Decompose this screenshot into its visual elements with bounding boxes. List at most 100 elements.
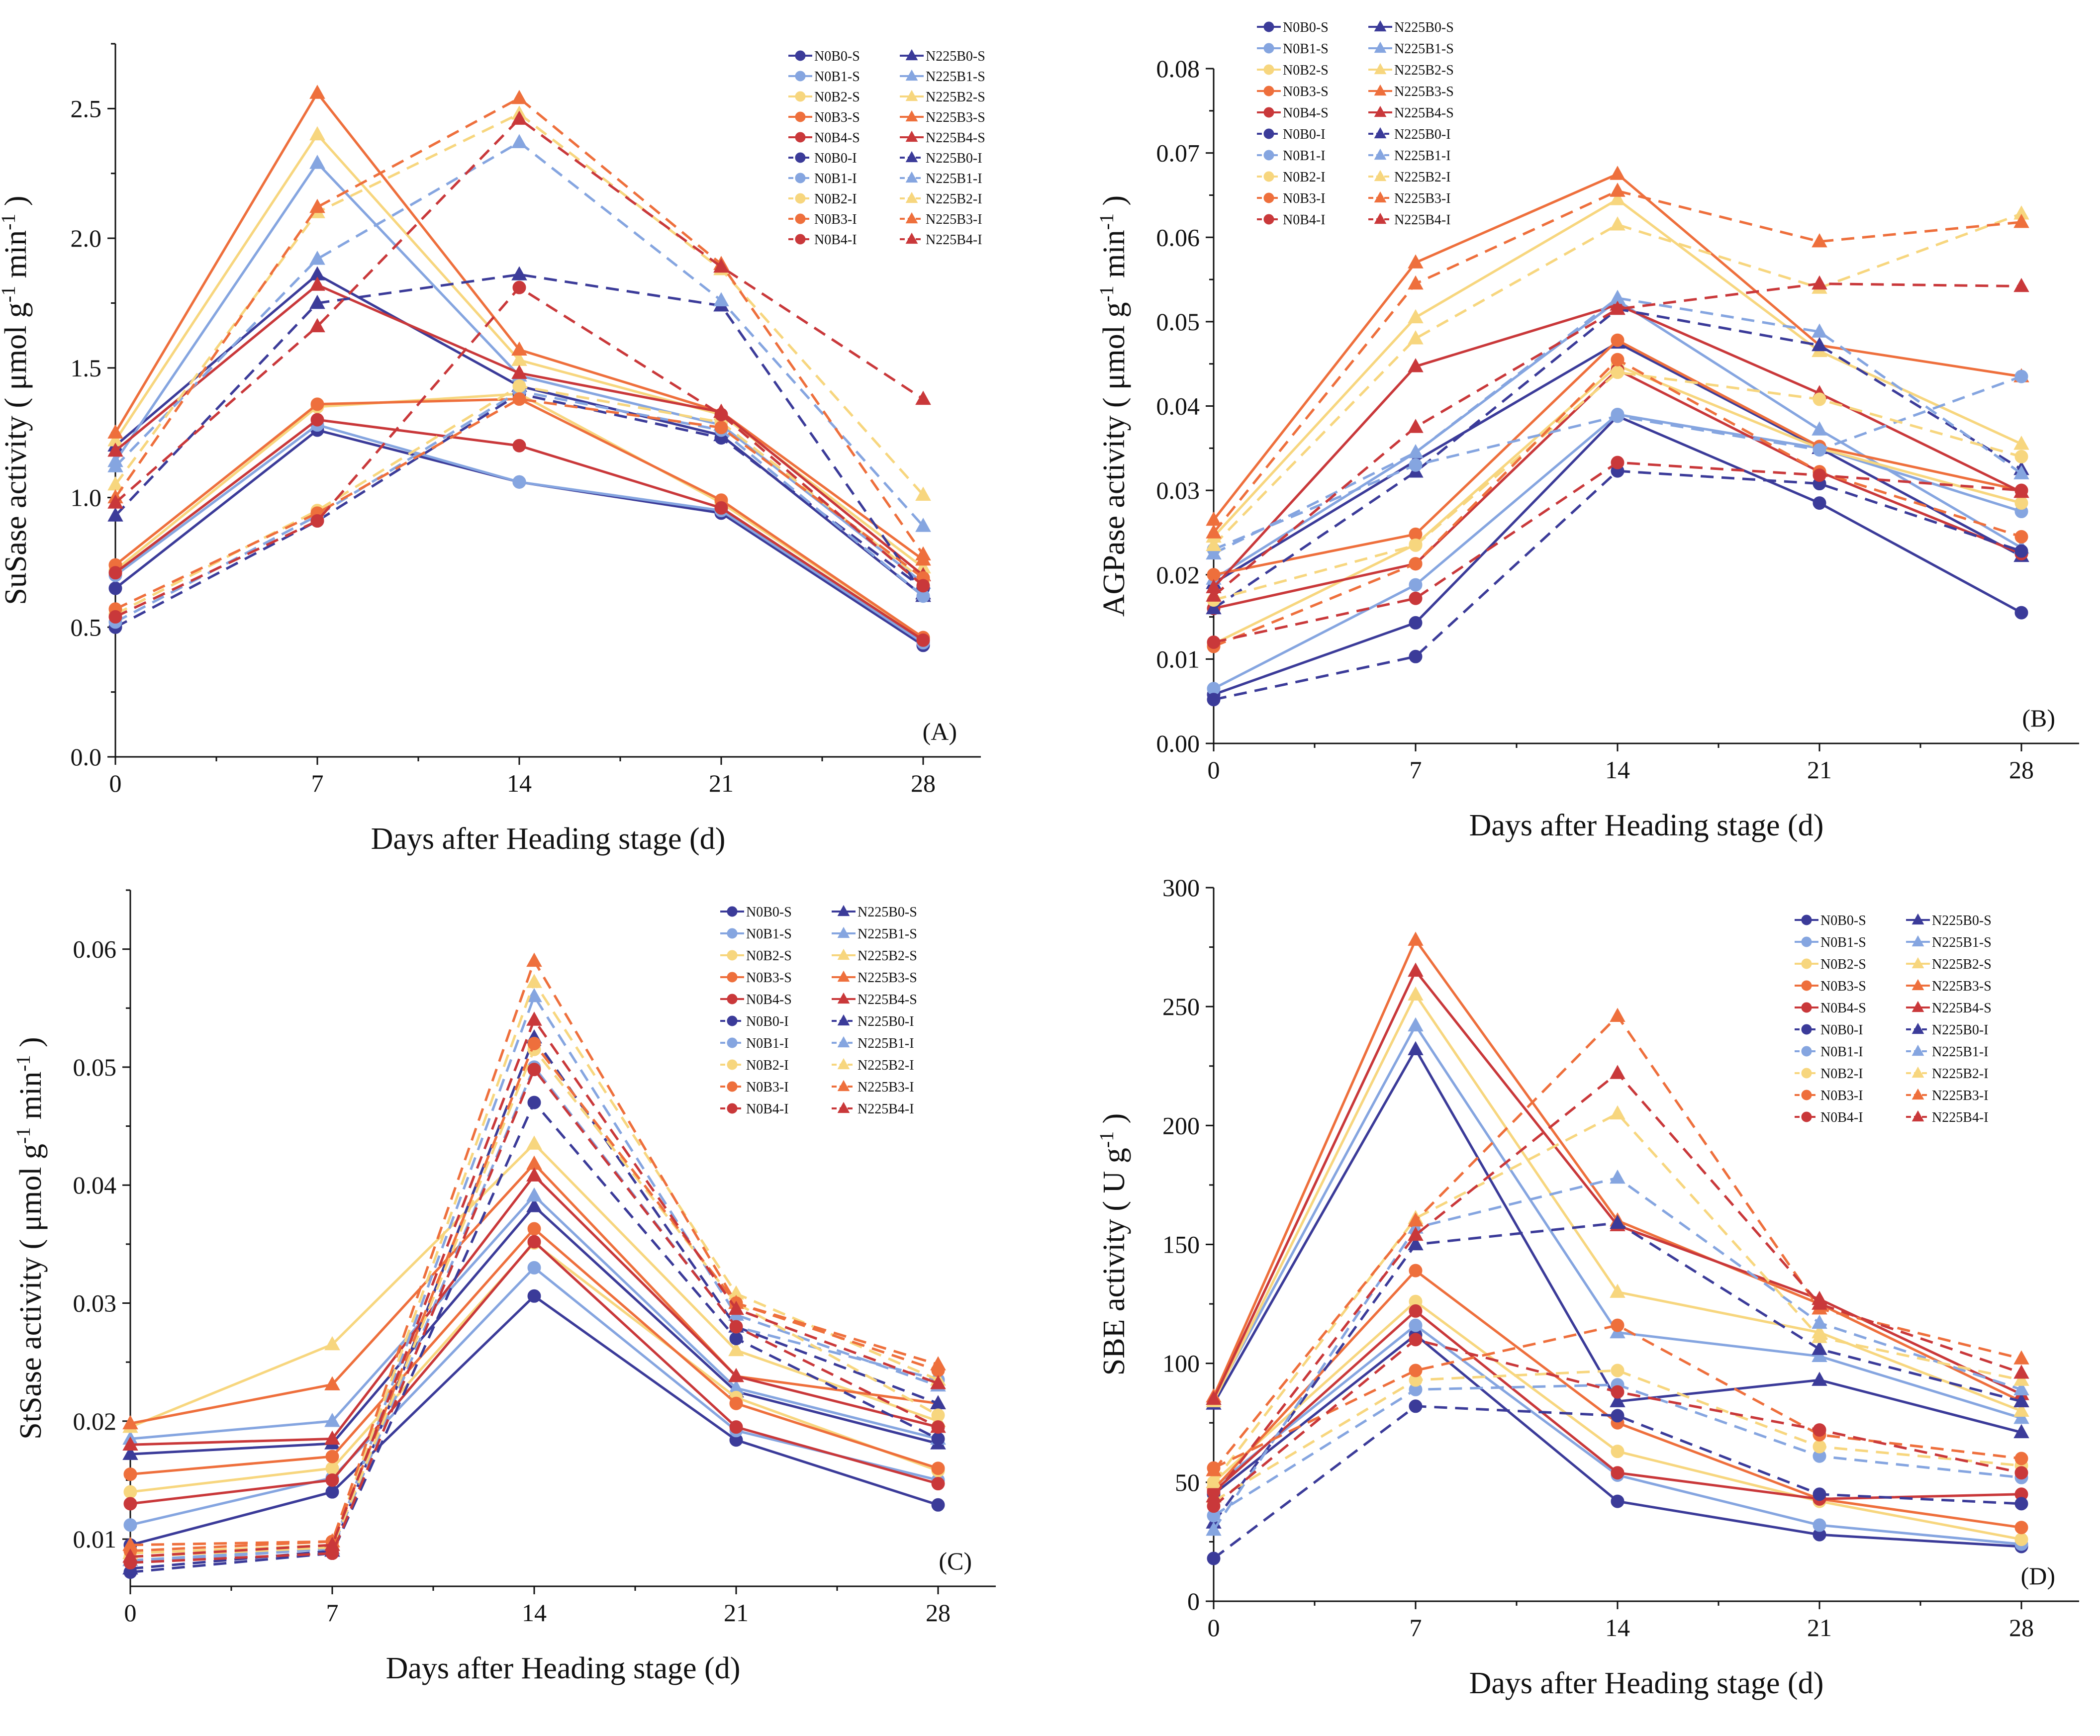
data-point bbox=[512, 379, 526, 393]
data-point bbox=[1206, 1390, 1222, 1405]
x-tick-label: 7 bbox=[1410, 756, 1422, 784]
series-N0B0-I bbox=[1207, 1399, 2028, 1565]
y-axis-title: SBE activity ( U g-1 ) bbox=[1095, 1113, 1132, 1376]
data-point bbox=[2014, 1521, 2028, 1535]
legend-label: N225B4-I bbox=[1932, 1110, 1989, 1125]
legend-label: N225B2-S bbox=[1394, 63, 1454, 78]
data-point bbox=[309, 318, 325, 333]
y-tick-label: 100 bbox=[1162, 1350, 1200, 1377]
y-tick-label: 150 bbox=[1162, 1231, 1200, 1259]
legend-marker bbox=[1374, 63, 1387, 75]
data-point bbox=[714, 501, 728, 515]
series-line bbox=[1213, 282, 2022, 597]
data-point bbox=[1409, 1399, 1423, 1413]
y-tick-label: 0.06 bbox=[73, 935, 117, 963]
data-point bbox=[1813, 392, 1826, 406]
legend-marker bbox=[837, 1080, 850, 1092]
ylabel-part: AGPase activity ( μmol g bbox=[1097, 302, 1131, 617]
legend-marker bbox=[727, 906, 738, 917]
legend-marker bbox=[1801, 958, 1812, 969]
data-point bbox=[309, 251, 325, 265]
legend-marker bbox=[1911, 913, 1924, 925]
y-tick-label: 0.04 bbox=[73, 1171, 117, 1199]
legend-marker bbox=[795, 50, 806, 61]
data-point bbox=[1408, 931, 1424, 946]
data-point bbox=[931, 1408, 945, 1422]
ylabel-part: StSase activity ( μmol g bbox=[14, 1144, 48, 1440]
panel-letter: (B) bbox=[2022, 704, 2055, 732]
legend-label: N0B2-S bbox=[814, 90, 860, 105]
series-line bbox=[1213, 1324, 2022, 1469]
data-point bbox=[511, 341, 527, 356]
legend-marker bbox=[727, 994, 738, 1005]
data-point bbox=[1812, 1314, 1827, 1329]
data-point bbox=[1812, 233, 1827, 248]
data-point bbox=[728, 1368, 744, 1382]
series-line bbox=[114, 273, 925, 594]
data-point bbox=[1813, 443, 1826, 457]
data-point bbox=[123, 1497, 137, 1511]
legend-marker bbox=[1263, 64, 1274, 75]
data-point bbox=[714, 408, 728, 422]
legend-marker bbox=[1801, 1090, 1812, 1100]
data-point bbox=[526, 1135, 542, 1150]
legend-label: N0B1-I bbox=[1283, 148, 1326, 164]
data-point bbox=[1409, 616, 1423, 630]
data-point bbox=[324, 1537, 340, 1551]
series-N0B4-I bbox=[1207, 1333, 2028, 1513]
data-point bbox=[930, 1375, 946, 1389]
legend-marker bbox=[1263, 171, 1274, 182]
data-point bbox=[108, 610, 122, 624]
data-point bbox=[2014, 483, 2028, 497]
data-point bbox=[1206, 537, 1222, 551]
ylabel-part: min bbox=[0, 230, 33, 286]
legend-marker bbox=[1374, 41, 1387, 53]
data-point bbox=[1408, 1041, 1424, 1055]
data-point bbox=[931, 1498, 945, 1512]
panel-letter: (A) bbox=[923, 718, 957, 745]
panel-a-susase: 0.0 0.5 1.0 1.5 2.0 2.5 0 7 14 21 28 Days after Hea… bbox=[0, 43, 985, 856]
series-N0B3-S bbox=[123, 1222, 945, 1481]
data-point bbox=[107, 507, 123, 522]
legend-marker bbox=[795, 213, 806, 224]
legend-marker bbox=[727, 1015, 738, 1026]
legend-marker bbox=[1801, 914, 1812, 925]
data-point bbox=[526, 974, 542, 988]
legend-marker bbox=[905, 69, 918, 81]
legend-label: N225B3-S bbox=[1932, 979, 1992, 994]
y-axis-title: AGPase activity ( μmol g-1 min-1 ) bbox=[1095, 195, 1132, 617]
data-point bbox=[512, 392, 526, 406]
legend-label: N225B2-S bbox=[858, 948, 917, 964]
data-point bbox=[1610, 191, 1625, 205]
data-point bbox=[931, 1462, 945, 1475]
legend-marker bbox=[727, 928, 738, 939]
series-N225B2-I bbox=[1206, 205, 2029, 551]
data-point bbox=[2013, 1371, 2029, 1386]
data-point bbox=[1207, 635, 1221, 649]
data-point bbox=[1206, 524, 1222, 539]
data-point bbox=[527, 1036, 541, 1050]
data-point bbox=[2013, 1365, 2029, 1379]
legend-marker bbox=[905, 212, 918, 224]
series-line bbox=[1213, 1112, 2022, 1483]
legend-label: N0B4-I bbox=[1283, 212, 1326, 228]
data-point bbox=[324, 1430, 340, 1445]
data-point bbox=[108, 566, 122, 580]
data-point bbox=[915, 518, 931, 532]
data-point bbox=[1812, 1329, 1827, 1343]
legend-marker bbox=[1911, 1022, 1924, 1034]
data-point bbox=[324, 1376, 340, 1390]
y-tick-label: 0.05 bbox=[1156, 308, 1200, 336]
data-point bbox=[1408, 330, 1424, 345]
legend: N0B0-S N225B0-S N0B1-S N225B1-S N0B2-S N225B2… bbox=[788, 49, 985, 248]
ylabel-part: ) bbox=[0, 195, 33, 213]
legend-label: N225B0-S bbox=[858, 905, 917, 920]
y-tick-label: 0.03 bbox=[1156, 476, 1200, 504]
legend-label: N225B3-S bbox=[858, 970, 917, 986]
legend-label: N0B2-I bbox=[746, 1058, 789, 1073]
data-point bbox=[2014, 606, 2028, 620]
data-point bbox=[729, 1332, 743, 1346]
legend-marker bbox=[795, 91, 806, 102]
legend-marker bbox=[1911, 979, 1924, 991]
legend-marker bbox=[1374, 127, 1387, 139]
